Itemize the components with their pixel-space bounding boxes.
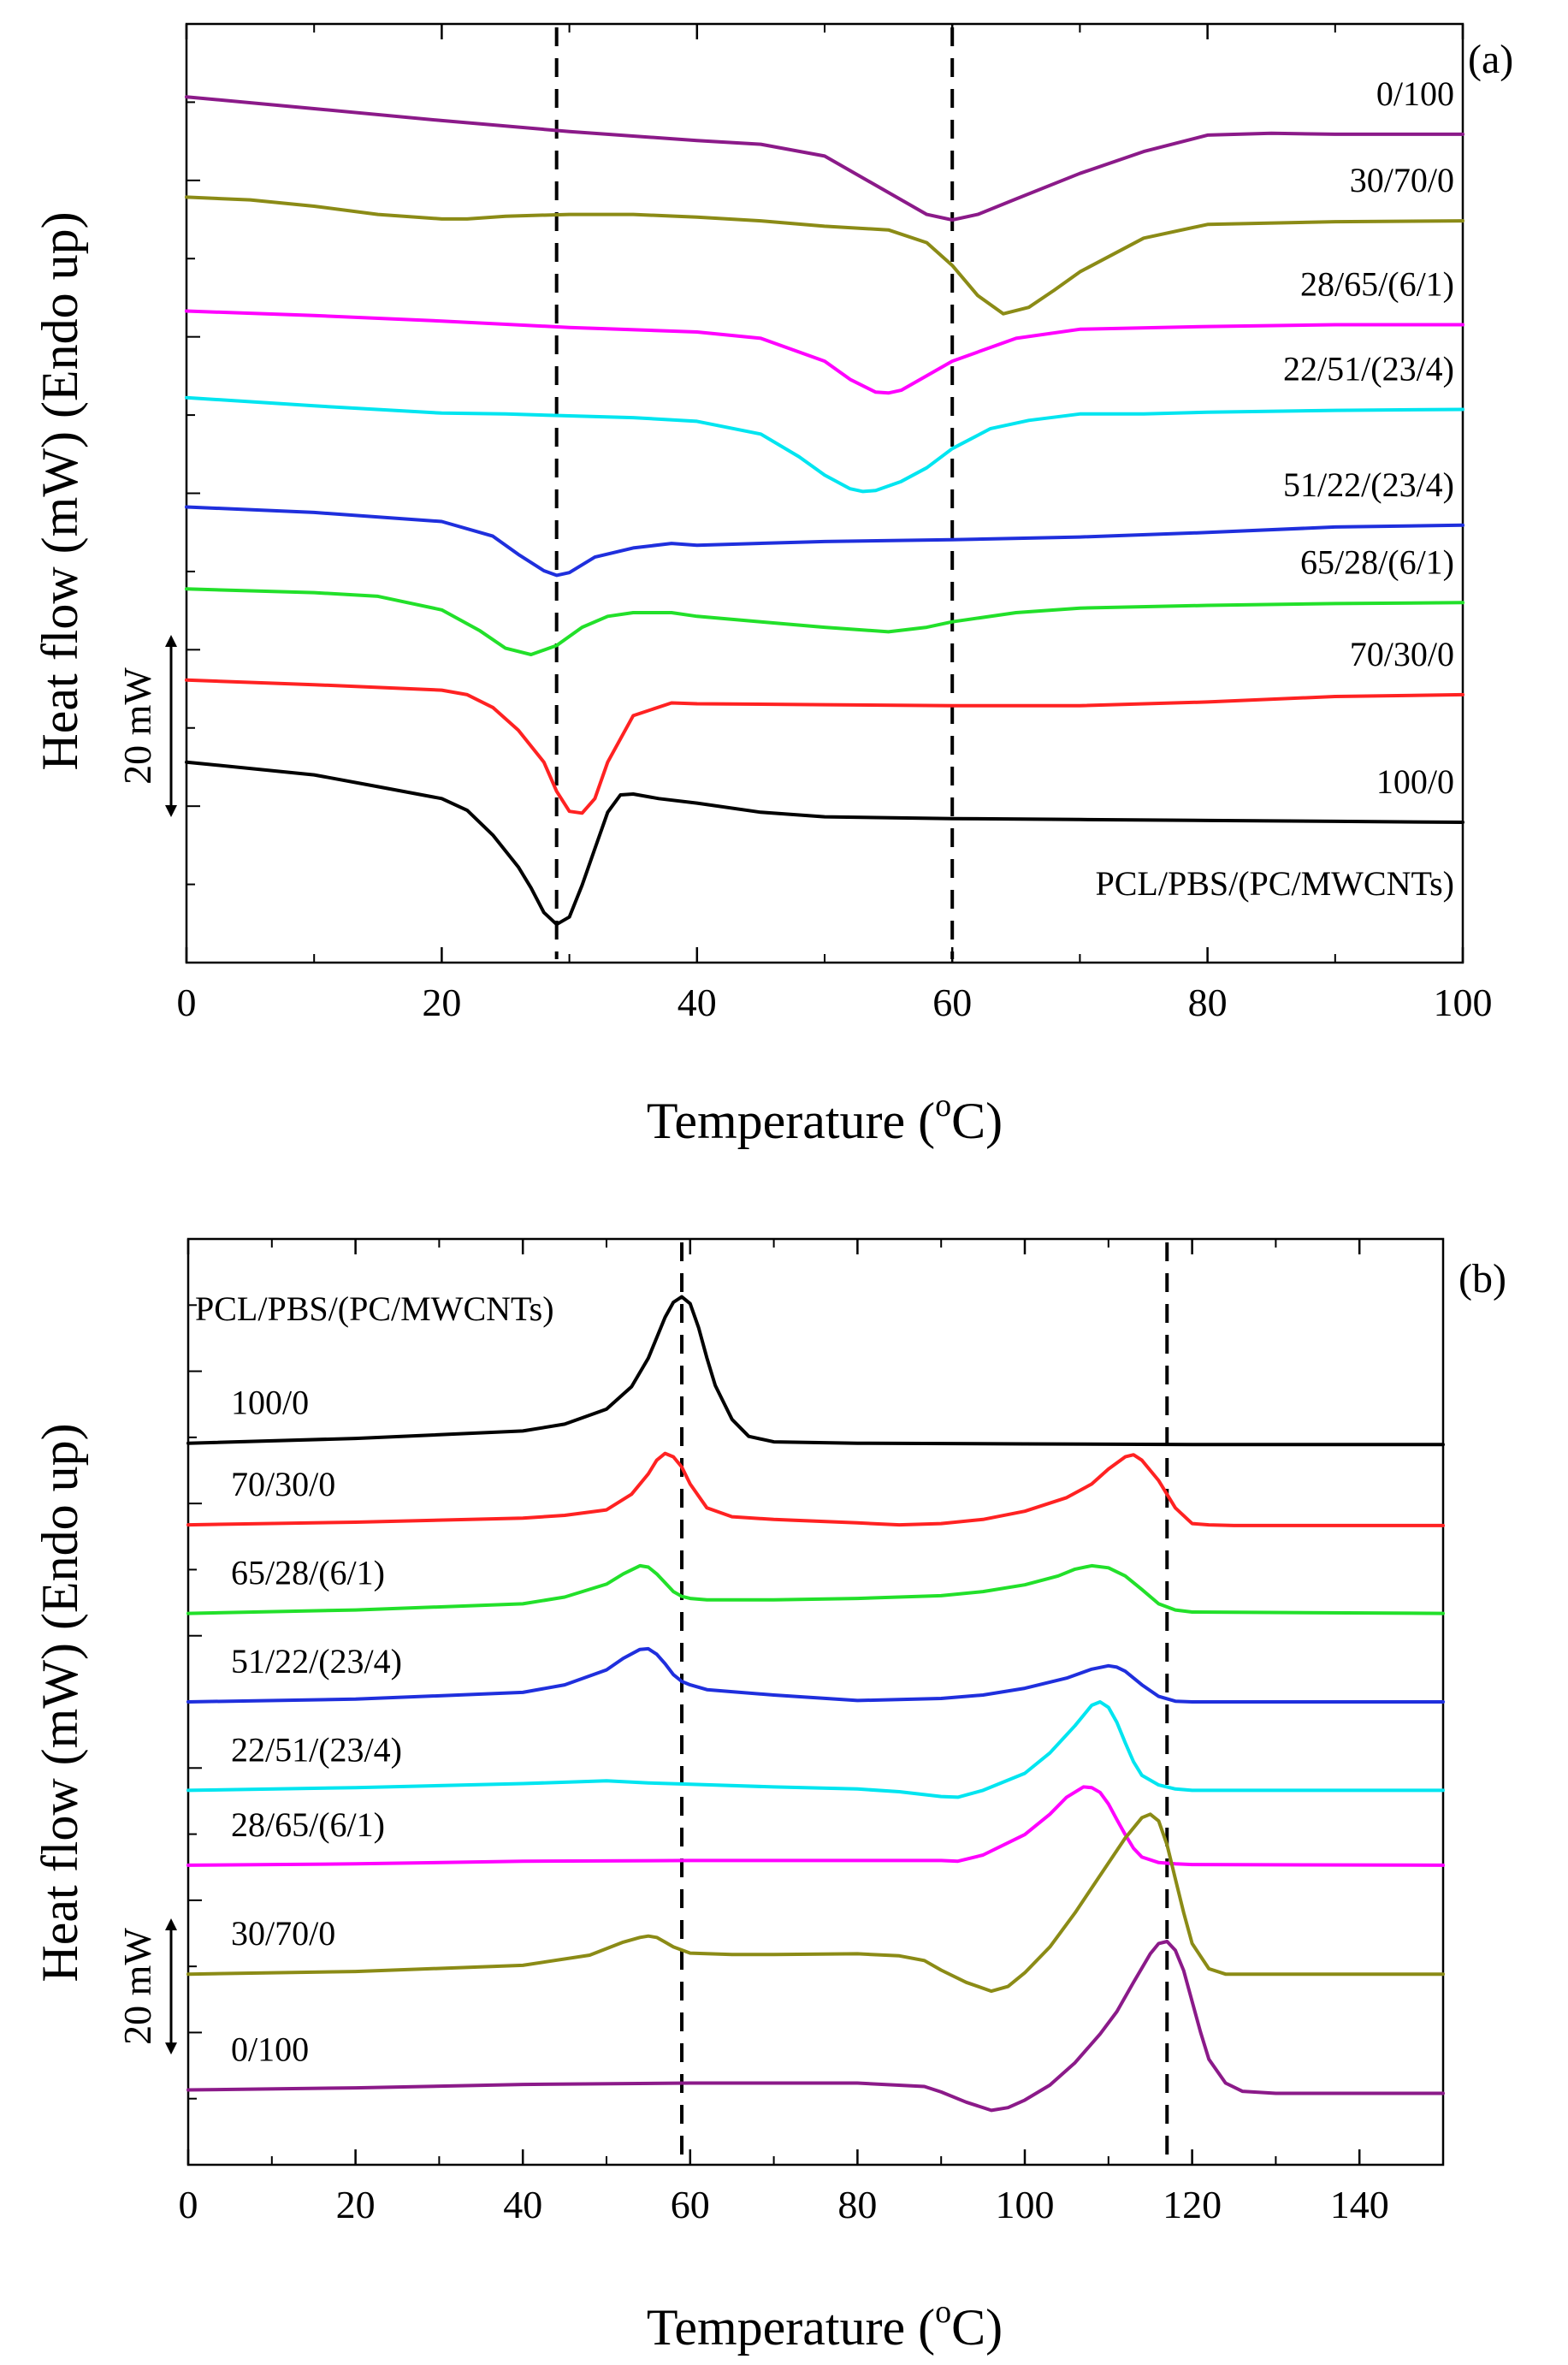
series-line-0/100 xyxy=(186,1940,1445,2113)
x-tick-label: 120 xyxy=(1163,2183,1222,2226)
legend-title: PCL/PBS/(PC/MWCNTs) xyxy=(1095,864,1454,903)
series-label: 0/100 xyxy=(231,2030,309,2068)
scale-bar-arrow-down xyxy=(165,2042,177,2055)
series-line-100/0 xyxy=(186,1295,1445,1447)
legend-title: PCL/PBS/(PC/MWCNTs) xyxy=(195,1289,554,1328)
panel-title: (a) xyxy=(1468,37,1513,82)
x-tick-label: 60 xyxy=(671,2183,710,2226)
series-label: 70/30/0 xyxy=(231,1465,335,1503)
scale-bar-arrow-down xyxy=(165,805,177,818)
scale-bar-arrow-up xyxy=(165,1918,177,1930)
series-line-30/70/0 xyxy=(185,195,1464,316)
series-line-22/51/(23/4) xyxy=(186,1700,1445,1799)
x-tick-label: 20 xyxy=(336,2183,376,2226)
series-label: 30/70/0 xyxy=(1350,161,1454,199)
series-line-22/51/(23/4) xyxy=(185,395,1464,494)
y-axis-label: Heat flow (mW) (Endo up) xyxy=(32,1423,88,1982)
series-label: 22/51/(23/4) xyxy=(1283,350,1454,388)
y-axis-label: Heat flow (mW) (Endo up) xyxy=(32,211,88,770)
scale-bar-arrow-up xyxy=(165,635,177,647)
series-label: 51/22/(23/4) xyxy=(1283,465,1454,504)
series-line-30/70/0 xyxy=(186,1812,1445,1994)
series-label: 30/70/0 xyxy=(231,1914,335,1953)
series-line-70/30/0 xyxy=(186,1451,1445,1527)
series-line-28/65/(6/1) xyxy=(185,309,1464,395)
x-tick-label: 100 xyxy=(996,2183,1055,2226)
x-tick-label: 40 xyxy=(677,981,717,1024)
x-tick-label: 0 xyxy=(177,981,197,1024)
series-line-65/28/(6/1) xyxy=(185,587,1464,656)
scale-bar-label: 20 mW xyxy=(115,667,159,785)
series-line-0/100 xyxy=(185,95,1464,222)
x-tick-label: 20 xyxy=(422,981,461,1024)
x-axis-label: Temperature (oC) xyxy=(647,1088,1003,1149)
series-line-100/0 xyxy=(185,760,1464,927)
x-axis-label: Temperature (oC) xyxy=(647,2294,1003,2356)
x-tick-label: 0 xyxy=(179,2183,198,2226)
series-label: 100/0 xyxy=(231,1384,309,1422)
series-label: 0/100 xyxy=(1376,74,1454,113)
series-line-51/22/(23/4) xyxy=(186,1646,1445,1704)
chart-panel-a: 0 20 40 60 80 100 0/100 30/70/0 28/65/(6/1) 22/51… xyxy=(32,22,1513,1149)
x-tick-label: 60 xyxy=(932,981,972,1024)
series-label: 51/22/(23/4) xyxy=(231,1642,402,1680)
series-label: 28/65/(6/1) xyxy=(1300,264,1454,303)
series-line-65/28/(6/1) xyxy=(186,1563,1445,1615)
x-tick-label: 140 xyxy=(1330,2183,1389,2226)
series-line-28/65/(6/1) xyxy=(186,1785,1445,1867)
x-tick-label: 100 xyxy=(1434,981,1493,1024)
series-line-70/30/0 xyxy=(185,678,1464,815)
scale-bar-label: 20 mW xyxy=(115,1928,159,2045)
series-label: 100/0 xyxy=(1376,762,1454,801)
series-line-51/22/(23/4) xyxy=(185,505,1464,578)
x-tick-label: 80 xyxy=(1188,981,1228,1024)
panel-title: (b) xyxy=(1459,1256,1506,1301)
series-label: 65/28/(6/1) xyxy=(1300,542,1454,581)
series-label: 28/65/(6/1) xyxy=(231,1805,385,1844)
chart-panel-b: 0 20 40 60 80 100 120 140 100/0 70/30/0 65/28/(6/1… xyxy=(32,1237,1506,2356)
series-label: 22/51/(23/4) xyxy=(231,1730,402,1769)
series-label: 70/30/0 xyxy=(1350,635,1454,673)
series-label: 65/28/(6/1) xyxy=(231,1554,385,1592)
x-tick-label: 80 xyxy=(837,2183,877,2226)
x-tick-label: 40 xyxy=(503,2183,542,2226)
